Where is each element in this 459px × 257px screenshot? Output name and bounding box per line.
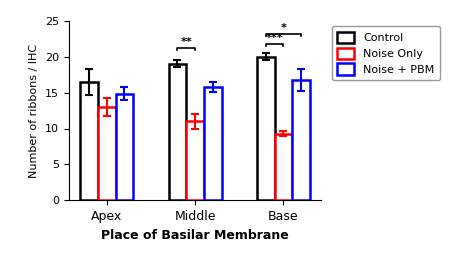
Text: ***: *** <box>266 33 283 43</box>
Y-axis label: Number of ribbons / IHC: Number of ribbons / IHC <box>29 43 39 178</box>
Text: **: ** <box>180 37 192 47</box>
Bar <box>257 57 274 200</box>
Text: *: * <box>280 23 286 33</box>
Bar <box>204 87 222 200</box>
Bar <box>116 94 133 200</box>
Bar <box>274 134 292 200</box>
X-axis label: Place of Basilar Membrane: Place of Basilar Membrane <box>101 229 289 242</box>
Bar <box>168 64 186 200</box>
Bar <box>98 107 116 200</box>
Bar <box>292 80 310 200</box>
Bar <box>80 82 98 200</box>
Legend: Control, Noise Only, Noise + PBM: Control, Noise Only, Noise + PBM <box>332 26 440 80</box>
Bar <box>186 121 204 200</box>
